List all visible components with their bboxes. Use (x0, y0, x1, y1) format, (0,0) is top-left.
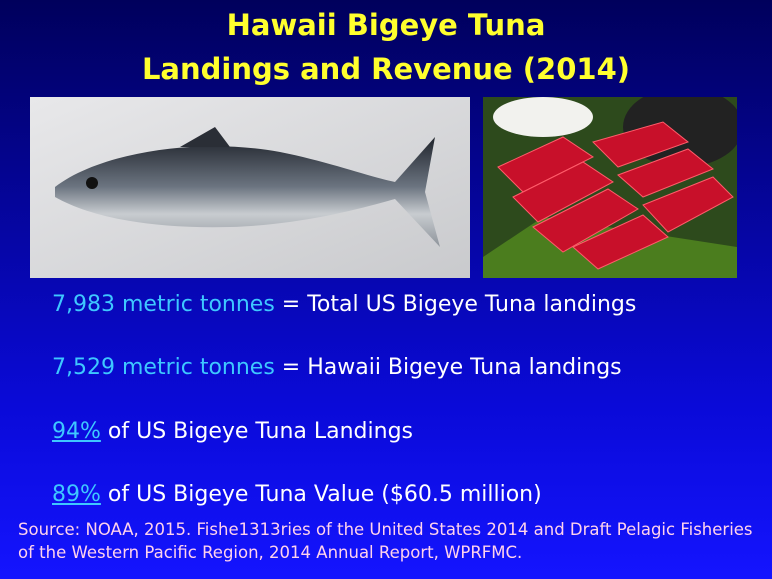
stat-text: = Total US Bigeye Tuna landings (274, 292, 637, 317)
tuna-image (30, 97, 470, 278)
stat-text: of US Bigeye Tuna Value ($60.5 million) (100, 482, 542, 507)
stat-line: 7,983 metric tonnes = Total US Bigeye Tu… (52, 292, 636, 317)
stat-line: 94% of US Bigeye Tuna Landings (52, 419, 413, 444)
stat-text: = Hawaii Bigeye Tuna landings (274, 355, 622, 380)
title: Landings and Revenue (2014) (141, 52, 631, 86)
stat-value: 94% (52, 419, 101, 444)
sashimi-image (483, 97, 737, 278)
stat-value: 7,529 metric tonnes (52, 355, 275, 380)
title: Hawaii Bigeye Tuna (226, 8, 546, 42)
stat-value: 89% (52, 482, 101, 507)
stat-value: 7,983 metric tonnes (52, 292, 275, 317)
stat-line: 89% of US Bigeye Tuna Value ($60.5 milli… (52, 482, 542, 507)
stat-text: of US Bigeye Tuna Landings (100, 419, 413, 444)
stat-line: 7,529 metric tonnes = Hawaii Bigeye Tuna… (52, 355, 622, 380)
source: Source: NOAA, 2015. Fishe1313ries of the… (18, 520, 753, 562)
